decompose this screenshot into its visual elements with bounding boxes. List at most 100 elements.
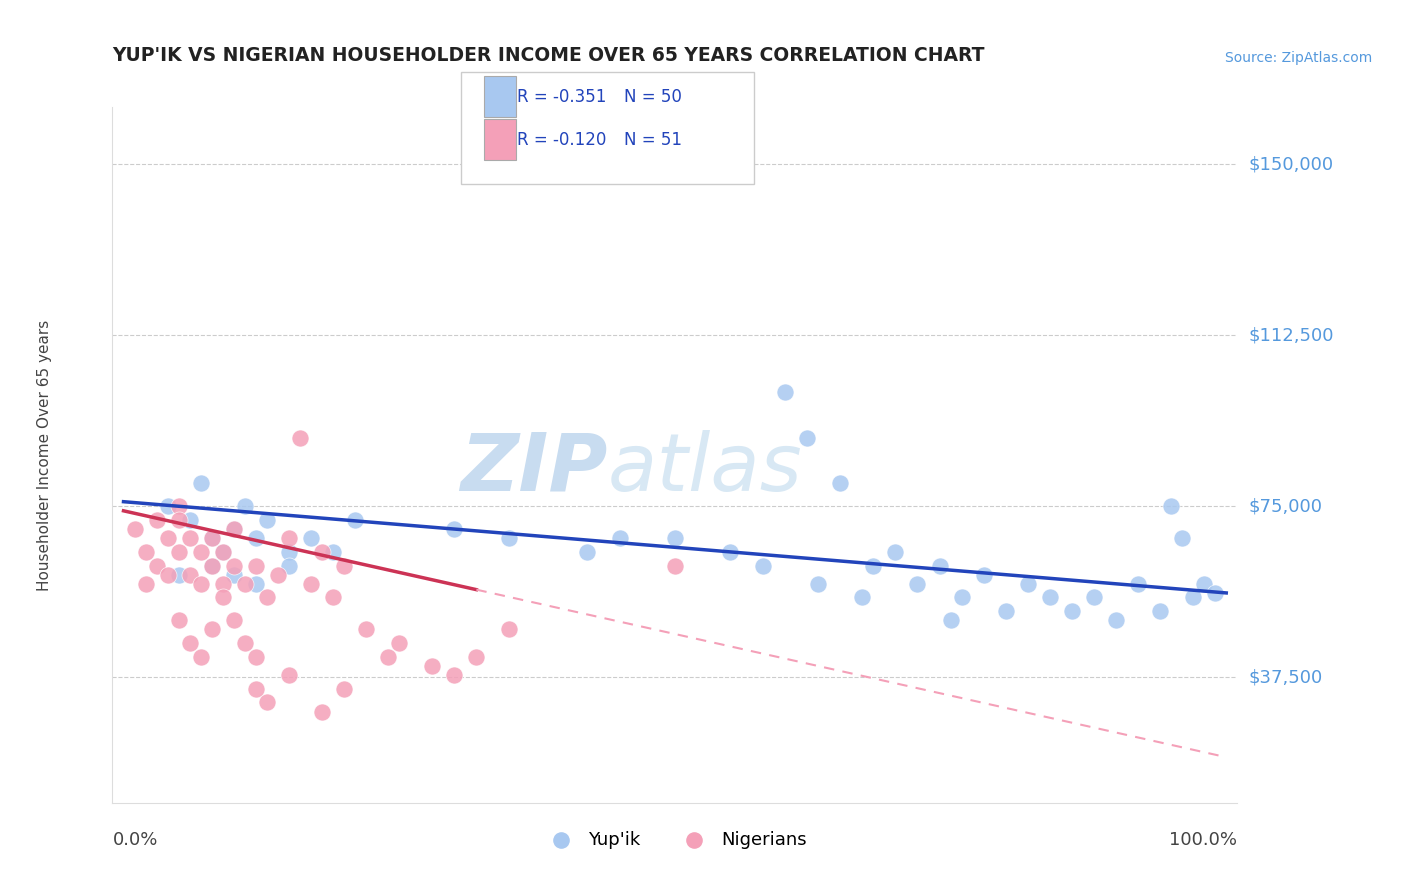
Point	[277, 545, 299, 559]
Point	[256, 695, 278, 709]
Point	[201, 558, 224, 573]
Point	[1182, 591, 1205, 605]
Point	[245, 531, 267, 545]
Text: YUP'IK VS NIGERIAN HOUSEHOLDER INCOME OVER 65 YEARS CORRELATION CHART: YUP'IK VS NIGERIAN HOUSEHOLDER INCOME OV…	[112, 46, 986, 65]
Point	[179, 513, 201, 527]
Point	[1017, 576, 1039, 591]
Text: ZIP: ZIP	[460, 430, 607, 508]
Point	[311, 705, 333, 719]
Point	[1171, 531, 1194, 545]
Point	[311, 545, 333, 559]
Point	[135, 576, 157, 591]
Point	[277, 531, 299, 545]
Point	[575, 545, 598, 559]
Point	[939, 613, 962, 627]
Point	[830, 476, 852, 491]
Point	[807, 576, 830, 591]
Legend: Yup'ik, Nigerians: Yup'ik, Nigerians	[536, 824, 814, 856]
Point	[973, 567, 995, 582]
FancyBboxPatch shape	[484, 76, 516, 117]
Point	[907, 576, 929, 591]
Point	[124, 522, 146, 536]
Point	[156, 567, 179, 582]
Point	[1160, 500, 1182, 514]
Text: $112,500: $112,500	[1249, 326, 1334, 344]
Point	[1192, 576, 1215, 591]
Point	[245, 576, 267, 591]
Point	[664, 558, 686, 573]
Point	[156, 500, 179, 514]
Point	[288, 431, 311, 445]
Point	[190, 476, 212, 491]
Point	[498, 531, 520, 545]
Point	[245, 681, 267, 696]
Point	[1105, 613, 1128, 627]
Point	[333, 681, 356, 696]
Text: Source: ZipAtlas.com: Source: ZipAtlas.com	[1225, 52, 1372, 65]
Point	[167, 545, 190, 559]
Point	[851, 591, 873, 605]
Text: 100.0%: 100.0%	[1170, 830, 1237, 848]
Text: Householder Income Over 65 years: Householder Income Over 65 years	[38, 319, 52, 591]
Point	[190, 649, 212, 664]
Point	[354, 623, 377, 637]
Point	[796, 431, 818, 445]
Point	[201, 558, 224, 573]
Point	[211, 545, 233, 559]
Point	[1060, 604, 1083, 618]
Point	[145, 513, 167, 527]
Point	[1149, 604, 1171, 618]
Text: 0.0%: 0.0%	[112, 830, 157, 848]
Point	[1126, 576, 1149, 591]
Point	[211, 591, 233, 605]
Text: R = -0.351: R = -0.351	[517, 87, 607, 105]
Text: R = -0.120: R = -0.120	[517, 131, 607, 149]
Point	[1204, 586, 1226, 600]
Point	[135, 545, 157, 559]
Point	[322, 591, 344, 605]
Point	[201, 531, 224, 545]
Point	[928, 558, 950, 573]
Point	[950, 591, 973, 605]
Text: atlas: atlas	[607, 430, 803, 508]
Point	[1039, 591, 1062, 605]
Point	[752, 558, 775, 573]
Point	[233, 576, 256, 591]
Point	[377, 649, 399, 664]
Point	[222, 522, 245, 536]
Point	[465, 649, 488, 664]
Point	[167, 500, 190, 514]
Point	[222, 613, 245, 627]
Point	[994, 604, 1017, 618]
Point	[222, 567, 245, 582]
Point	[498, 623, 520, 637]
Point	[222, 522, 245, 536]
Point	[201, 531, 224, 545]
Point	[862, 558, 884, 573]
Text: $75,000: $75,000	[1249, 497, 1323, 516]
Point	[344, 513, 367, 527]
Point	[1083, 591, 1105, 605]
Point	[443, 522, 465, 536]
Point	[267, 567, 290, 582]
Point	[222, 558, 245, 573]
Text: $37,500: $37,500	[1249, 668, 1323, 686]
Point	[388, 636, 411, 650]
Point	[333, 558, 356, 573]
Point	[233, 500, 256, 514]
FancyBboxPatch shape	[484, 120, 516, 161]
Point	[179, 567, 201, 582]
Point	[256, 513, 278, 527]
Point	[420, 659, 443, 673]
Point	[664, 531, 686, 545]
Point	[211, 576, 233, 591]
Point	[190, 545, 212, 559]
Point	[718, 545, 741, 559]
Point	[190, 576, 212, 591]
Text: $150,000: $150,000	[1249, 155, 1333, 173]
Point	[167, 513, 190, 527]
Point	[179, 636, 201, 650]
Point	[167, 567, 190, 582]
Point	[245, 558, 267, 573]
Point	[609, 531, 631, 545]
